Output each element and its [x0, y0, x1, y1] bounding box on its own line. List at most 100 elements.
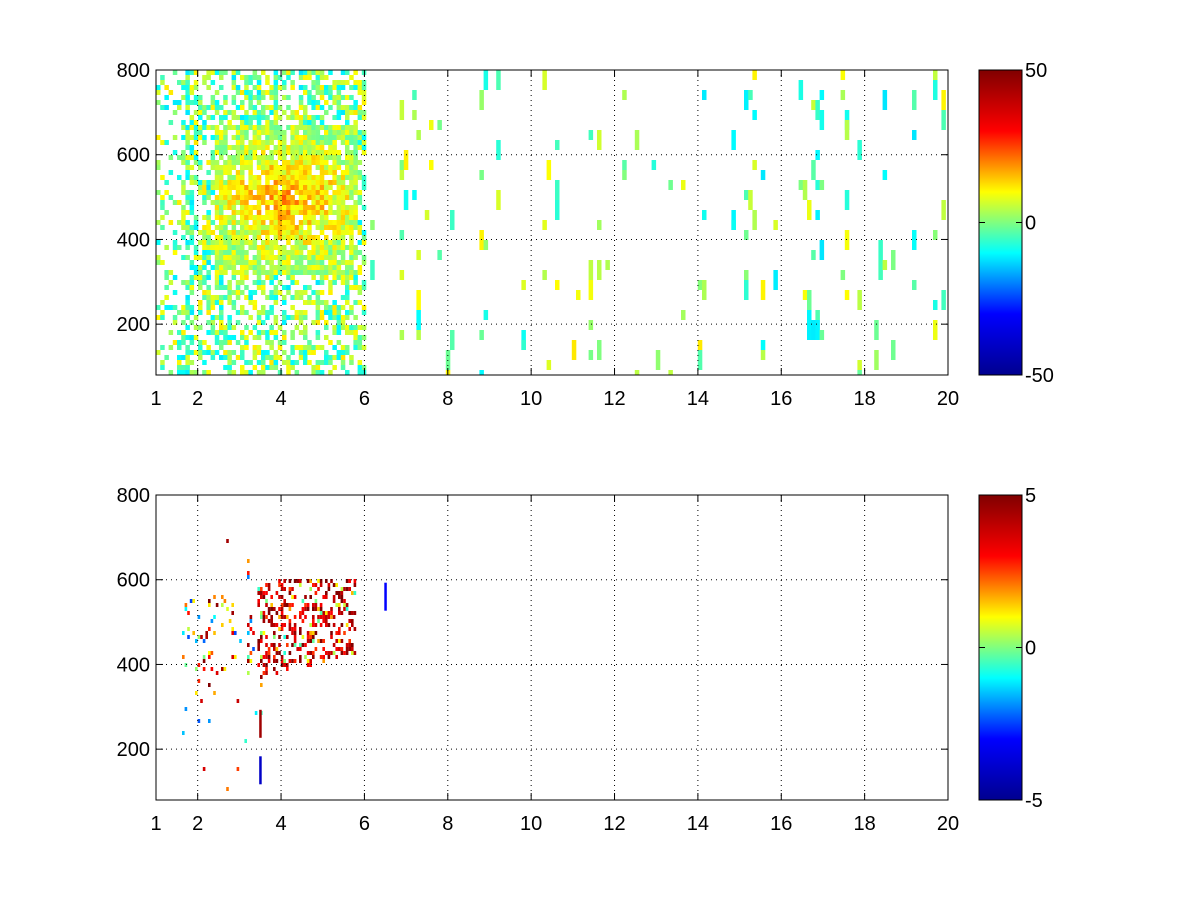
heatmap-cell	[340, 250, 346, 255]
heatmap-cell	[315, 150, 321, 155]
heatmap-cell	[210, 160, 216, 165]
heatmap-cell	[303, 185, 308, 190]
heatmap-cell	[227, 165, 232, 170]
heatmap-cell	[324, 100, 329, 105]
heatmap-cell	[815, 320, 820, 340]
heatmap-cell	[319, 170, 325, 175]
heatmap-cell	[336, 85, 342, 90]
heatmap-cell	[286, 75, 291, 80]
heatmap-cell	[244, 230, 249, 235]
heatmap-cell	[252, 140, 258, 145]
heatmap-cell	[231, 270, 237, 275]
heatmap-cell	[240, 130, 245, 135]
heatmap-cell	[345, 205, 350, 210]
heatmap-cell	[773, 220, 778, 230]
heatmap-cell	[210, 185, 216, 190]
heatmap-cell	[357, 145, 363, 150]
heatmap-cell	[265, 663, 268, 667]
heatmap-cell	[332, 325, 337, 330]
heatmap-cell	[315, 75, 321, 80]
heatmap-cell	[189, 290, 195, 295]
heatmap-cell	[345, 607, 349, 611]
heatmap-cell	[290, 255, 295, 260]
heatmap-cell	[668, 180, 673, 190]
heatmap-cell	[290, 215, 295, 220]
heatmap-cell	[214, 150, 220, 155]
heatmap-cell	[351, 643, 354, 647]
heatmap-cell	[187, 627, 190, 631]
heatmap-cell	[223, 160, 228, 165]
heatmap-cell	[290, 335, 295, 340]
heatmap-cell	[160, 140, 165, 145]
heatmap-cell	[206, 185, 211, 190]
heatmap-cell	[181, 160, 186, 165]
heatmap-cell	[210, 190, 216, 195]
heatmap-cell	[343, 631, 346, 635]
heatmap-cell	[361, 135, 367, 140]
heatmap-cell	[221, 595, 224, 599]
heatmap-cell	[172, 320, 178, 325]
heatmap-cell	[181, 125, 186, 130]
heatmap-cell	[303, 170, 308, 175]
heatmap-cell	[319, 615, 323, 619]
heatmap-cell	[286, 230, 291, 235]
heatmap-cell	[298, 265, 304, 270]
heatmap-cell	[214, 350, 220, 355]
heatmap-cell	[349, 250, 354, 255]
heatmap-cell	[265, 260, 270, 265]
heatmap-cell	[260, 659, 263, 663]
heatmap-cell	[283, 623, 286, 627]
heatmap-cell	[349, 275, 354, 280]
heatmap-cell	[891, 250, 896, 270]
heatmap-cell	[256, 250, 262, 255]
heatmap-cell	[240, 220, 245, 225]
heatmap-cell	[210, 230, 216, 235]
heatmap-cell	[206, 370, 211, 375]
heatmap-cell	[941, 90, 946, 110]
heatmap-cell	[319, 150, 325, 155]
heatmap-cell	[273, 130, 279, 135]
heatmap-cell	[231, 125, 237, 130]
heatmap-cell	[312, 619, 315, 623]
heatmap-cell	[357, 370, 363, 375]
heatmap-cell	[319, 120, 325, 125]
heatmap-cell	[249, 651, 253, 655]
heatmap-cell	[303, 115, 308, 120]
heatmap-cell	[227, 145, 232, 150]
heatmap-cell	[248, 370, 253, 375]
heatmap-cell	[277, 115, 283, 120]
heatmap-cell	[202, 667, 206, 671]
heatmap-cell	[265, 355, 270, 360]
heatmap-cell	[273, 270, 279, 275]
heatmap-cell	[332, 315, 337, 320]
heatmap-cell	[357, 340, 363, 345]
heatmap-cell	[277, 215, 283, 220]
heatmap-cell	[328, 145, 333, 150]
heatmap-cell	[277, 340, 283, 345]
heatmap-cell	[315, 310, 321, 315]
heatmap-cell	[235, 255, 241, 260]
heatmap-cell	[353, 220, 358, 225]
plot-area	[155, 69, 949, 376]
heatmap-cell	[282, 320, 287, 325]
heatmap-cell	[294, 325, 300, 330]
heatmap-cell	[273, 255, 279, 260]
heatmap-cell	[353, 280, 358, 285]
heatmap-cell	[273, 205, 279, 210]
heatmap-cell	[299, 643, 302, 647]
heatmap-cell	[298, 235, 304, 240]
heatmap-cell	[291, 631, 294, 635]
heatmap-cell	[324, 270, 329, 275]
x-tick-label: 2	[192, 388, 203, 410]
heatmap-cell	[185, 105, 190, 110]
heatmap-cell	[349, 95, 354, 100]
heatmap-cell	[168, 170, 174, 175]
heatmap-cell	[189, 90, 195, 95]
heatmap-cell	[265, 155, 270, 160]
heatmap-cell	[303, 350, 308, 355]
heatmap-cell	[811, 320, 816, 340]
heatmap-cell	[483, 310, 489, 320]
heatmap-cell	[156, 240, 161, 245]
heatmap-cell	[210, 619, 214, 623]
